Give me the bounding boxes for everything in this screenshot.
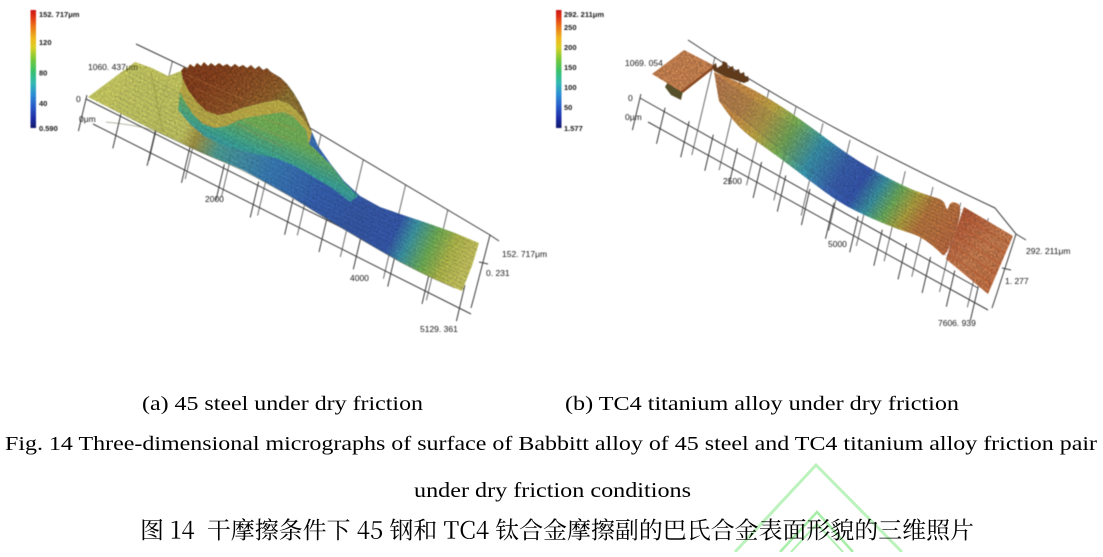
svg-text:5129. 361: 5129. 361 [420,324,458,334]
svg-text:120: 120 [39,38,52,47]
svg-text:0μm: 0μm [625,112,642,122]
svg-text:292. 211μm: 292. 211μm [1026,246,1070,256]
svg-text:1069. 054: 1069. 054 [625,58,663,68]
svg-text:0. 231: 0. 231 [486,268,510,278]
svg-text:0.590: 0.590 [39,124,58,133]
svg-text:(a) 45 steel under dry frictio: (a) 45 steel under dry friction [142,393,423,415]
svg-text:7606. 939: 7606. 939 [938,318,976,328]
svg-text:1060. 437μm: 1060. 437μm [88,62,138,72]
svg-text:under dry friction conditions: under dry friction conditions [414,478,691,502]
svg-text:0μm: 0μm [79,114,96,124]
svg-text:1. 277: 1. 277 [1005,276,1029,286]
svg-text:100: 100 [564,83,577,92]
svg-text:250: 250 [564,23,577,32]
svg-text:200: 200 [564,43,577,52]
svg-text:152. 717μm: 152. 717μm [39,10,80,19]
svg-text:1.577: 1.577 [564,124,583,133]
svg-text:292. 211μm: 292. 211μm [564,10,604,19]
svg-text:152. 717μm: 152. 717μm [502,249,547,259]
svg-text:0: 0 [628,93,633,103]
svg-text:150: 150 [564,63,577,72]
svg-text:0: 0 [76,94,81,104]
svg-text:80: 80 [39,69,47,78]
svg-text:40: 40 [39,99,47,108]
svg-text:50: 50 [564,103,572,112]
svg-text:4000: 4000 [350,273,369,283]
svg-text:2000: 2000 [205,194,224,204]
svg-text:5000: 5000 [828,239,847,249]
svg-text:Fig. 14 Three-dimensional micr: Fig. 14 Three-dimensional micrographs of… [5,433,1097,455]
svg-text:(b) TC4 titanium alloy under d: (b) TC4 titanium alloy under dry frictio… [565,393,959,415]
svg-text:2500: 2500 [723,176,742,186]
